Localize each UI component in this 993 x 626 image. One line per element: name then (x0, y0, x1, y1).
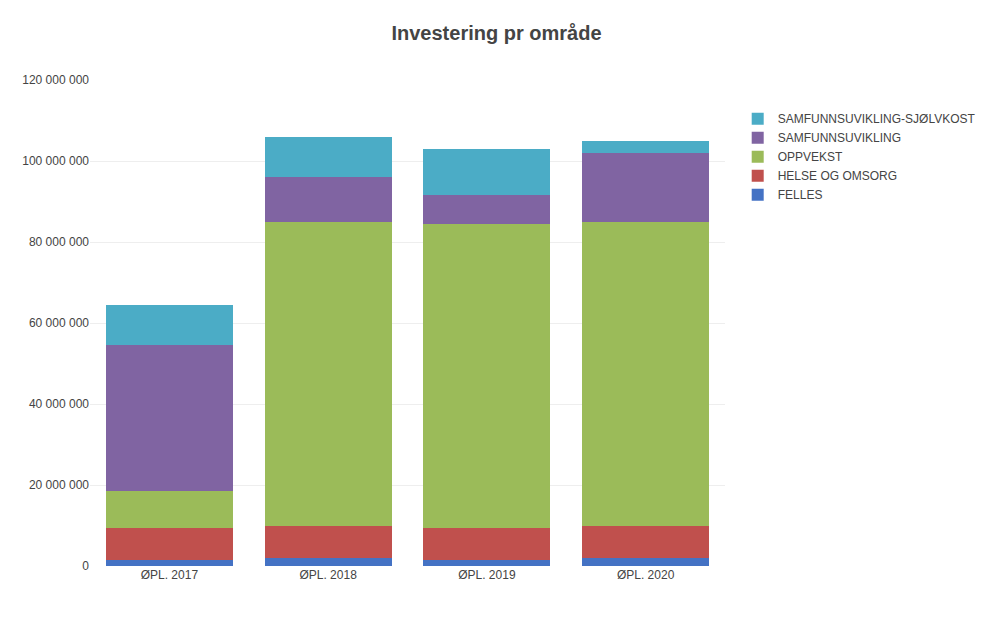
svg-text:FELLES: FELLES (778, 188, 823, 202)
svg-text:ØPL. 2019: ØPL. 2019 (458, 568, 516, 582)
svg-text:HELSE OG OMSORG: HELSE OG OMSORG (778, 169, 897, 183)
svg-text:40 000 000: 40 000 000 (29, 397, 89, 411)
svg-text:OPPVEKST: OPPVEKST (778, 150, 843, 164)
svg-text:60 000 000: 60 000 000 (29, 316, 89, 330)
svg-text:ØPL. 2020: ØPL. 2020 (617, 568, 675, 582)
svg-text:SAMFUNNSUVIKLING-SJØLVKOST: SAMFUNNSUVIKLING-SJØLVKOST (778, 112, 976, 126)
svg-text:SAMFUNNSUVIKLING: SAMFUNNSUVIKLING (778, 131, 901, 145)
svg-text:100 000 000: 100 000 000 (22, 154, 89, 168)
svg-text:ØPL. 2017: ØPL. 2017 (141, 568, 199, 582)
svg-text:Investering pr område: Investering pr område (391, 22, 601, 44)
svg-text:120 000 000: 120 000 000 (22, 73, 89, 87)
svg-text:ØPL. 2018: ØPL. 2018 (299, 568, 357, 582)
svg-text:20 000 000: 20 000 000 (29, 478, 89, 492)
svg-text:0: 0 (82, 559, 89, 573)
svg-text:80 000 000: 80 000 000 (29, 235, 89, 249)
